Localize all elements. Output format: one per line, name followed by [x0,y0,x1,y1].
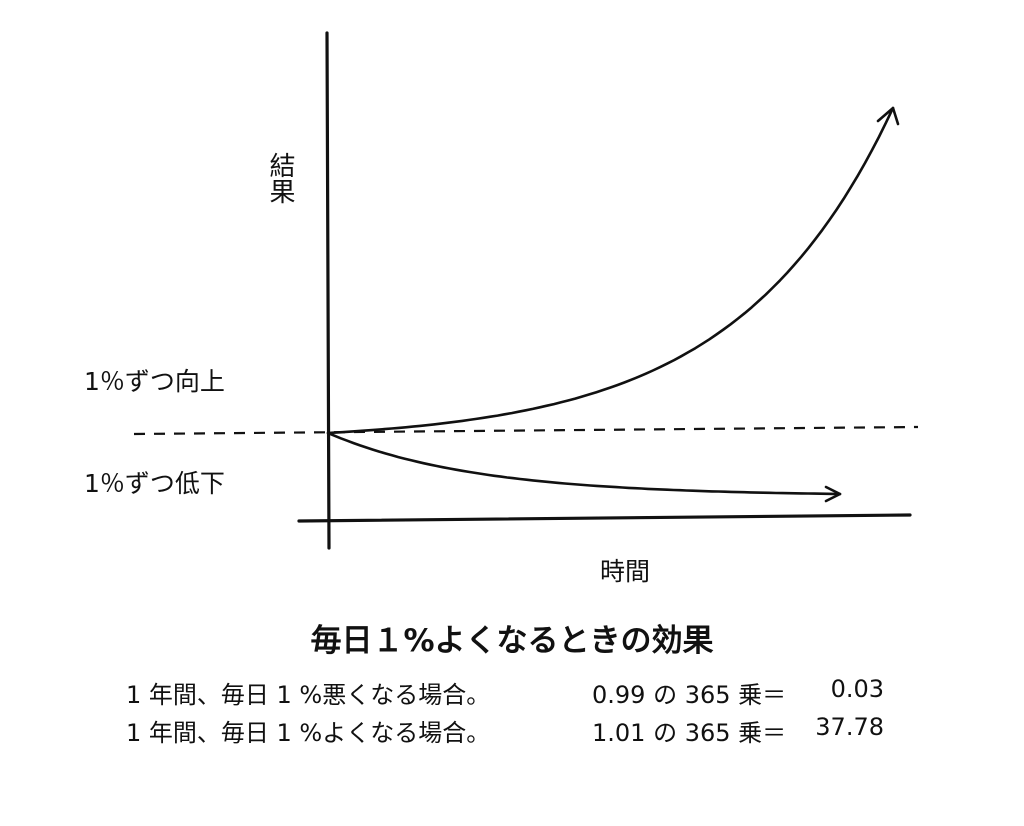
calculation-description: 1 年間、毎日 1 %よくなる場合。 [126,719,491,747]
x-axis-label: 時間 [600,557,651,586]
series-arrowhead-up [876,106,900,126]
calculation-expression: 1.01 の 365 乗＝ [592,719,787,747]
calculation-description: 1 年間、毎日 1 %悪くなる場合。 [126,681,491,709]
y-axis [325,31,331,550]
baseline-dashed [133,425,919,436]
series-line-down [326,431,842,496]
x-axis [297,513,912,523]
calculation-expression: 0.99 の 365 乗＝ [592,681,787,709]
series-label-up: 1％ずつ向上 [84,367,225,396]
chart-title: 毎日１%よくなるときの効果 [310,623,714,659]
y-axis-label: 結果 [265,152,295,204]
chart-area [133,31,919,550]
series-arrowhead-down [824,485,842,503]
series-label-down: 1％ずつ低下 [84,469,225,498]
calculation-result: 37.78 [815,713,884,741]
calculation-result: 0.03 [830,675,884,703]
series-line-up [326,106,895,435]
